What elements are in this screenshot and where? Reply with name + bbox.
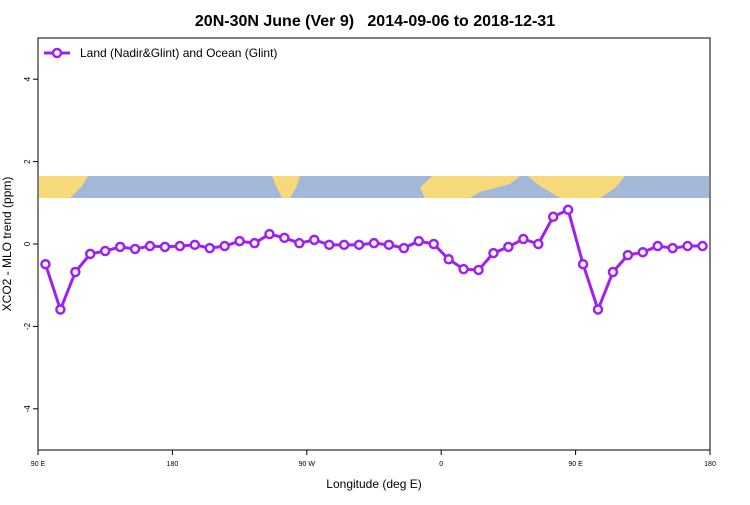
point — [353, 239, 365, 251]
point — [264, 228, 275, 240]
x-tick-label: 180 — [167, 461, 179, 468]
point — [294, 237, 305, 249]
point — [398, 242, 410, 254]
point — [189, 239, 201, 251]
chart-title: 20N-30N June (Ver 9) 2014-09-06 to 2018-… — [195, 13, 555, 30]
point — [592, 304, 604, 315]
point — [368, 237, 380, 249]
point — [697, 240, 708, 252]
x-tick-label: 90 E — [568, 461, 583, 468]
point — [622, 249, 634, 261]
point — [607, 266, 619, 278]
point — [473, 264, 484, 276]
point — [323, 239, 335, 251]
x-tick-label: 0 — [439, 461, 443, 468]
point — [234, 235, 245, 247]
point — [55, 304, 66, 315]
x-axis-label: Longitude (deg E) — [326, 477, 421, 491]
land — [272, 176, 300, 198]
point — [652, 240, 663, 252]
point — [443, 253, 454, 265]
land — [39, 176, 88, 198]
point — [682, 240, 693, 252]
land — [420, 176, 520, 198]
legend-label: Land (Nadir&Glint) and Ocean (Glint) — [80, 46, 277, 60]
point — [547, 211, 559, 223]
y-tick-label: 0 — [23, 241, 32, 246]
y-tick-label: 4 — [23, 76, 32, 81]
point — [458, 263, 469, 275]
point — [129, 243, 141, 255]
point — [667, 242, 678, 254]
point — [383, 239, 395, 251]
x-tick-label: 90 E — [31, 461, 46, 468]
point — [577, 258, 589, 270]
point — [114, 241, 126, 253]
point — [219, 240, 230, 252]
x-tick-label: 180 — [704, 461, 716, 468]
point — [503, 241, 514, 253]
point — [338, 239, 350, 251]
point — [279, 232, 290, 244]
y-tick-label: -2 — [23, 322, 32, 330]
map-strip — [39, 176, 709, 198]
point — [428, 238, 439, 250]
point — [309, 234, 320, 246]
point — [174, 240, 186, 252]
point — [249, 237, 260, 249]
point — [562, 204, 574, 216]
series-line — [44, 208, 703, 312]
point — [533, 238, 544, 250]
point — [518, 233, 529, 245]
point — [204, 242, 215, 254]
land — [528, 176, 625, 198]
y-tick-label: 2 — [23, 159, 32, 164]
point — [40, 258, 51, 270]
y-axis-label: XCO2 - MLO trend (ppm) — [0, 177, 14, 312]
legend-marker — [51, 47, 63, 59]
point — [70, 266, 81, 278]
point — [159, 241, 171, 253]
point — [637, 246, 649, 258]
point — [99, 245, 111, 257]
point — [85, 248, 96, 260]
point — [488, 247, 499, 259]
point — [144, 240, 156, 252]
y-tick-label: -4 — [23, 405, 32, 413]
point — [413, 235, 425, 247]
x-tick-label: 90 W — [299, 461, 316, 468]
